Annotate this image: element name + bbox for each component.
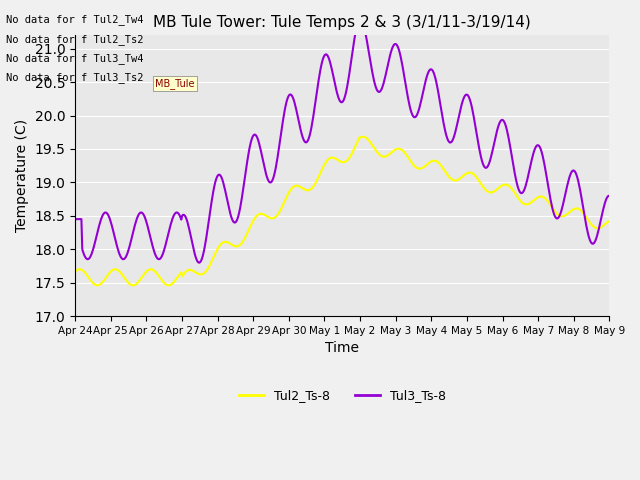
Title: MB Tule Tower: Tule Temps 2 & 3 (3/1/11-3/19/14): MB Tule Tower: Tule Temps 2 & 3 (3/1/11-… xyxy=(154,15,531,30)
Tul3_Ts-8 xyxy=(195,260,203,265)
Text: No data for f Tul3_Ts2: No data for f Tul3_Ts2 xyxy=(6,72,144,83)
Tul3_Ts-8 xyxy=(314,83,321,89)
Tul3_Ts-8 xyxy=(605,193,613,199)
Tul3_Ts-8 xyxy=(430,70,438,76)
Text: MB_Tule: MB_Tule xyxy=(156,78,195,89)
Tul2_Ts-8 xyxy=(476,178,483,184)
Tul2_Ts-8 xyxy=(71,269,79,275)
Tul2_Ts-8 xyxy=(430,158,438,164)
Tul2_Ts-8 xyxy=(167,282,175,288)
Text: No data for f Tul2_Tw4: No data for f Tul2_Tw4 xyxy=(6,14,144,25)
Tul3_Ts-8 xyxy=(388,47,396,52)
Tul3_Ts-8 xyxy=(166,226,173,231)
Tul3_Ts-8 xyxy=(476,145,483,151)
Tul2_Ts-8 xyxy=(360,134,367,140)
Line: Tul2_Ts-8: Tul2_Ts-8 xyxy=(75,137,609,285)
Text: No data for f Tul2_Ts2: No data for f Tul2_Ts2 xyxy=(6,34,144,45)
Text: No data for f Tul3_Tw4: No data for f Tul3_Tw4 xyxy=(6,53,144,64)
Tul2_Ts-8 xyxy=(93,282,101,288)
Tul3_Ts-8 xyxy=(209,188,217,194)
Tul3_Ts-8 xyxy=(71,216,79,222)
X-axis label: Time: Time xyxy=(325,341,359,355)
Y-axis label: Temperature (C): Temperature (C) xyxy=(15,119,29,232)
Tul2_Ts-8 xyxy=(209,254,217,260)
Tul2_Ts-8 xyxy=(314,176,321,181)
Tul2_Ts-8 xyxy=(605,218,613,224)
Tul3_Ts-8 xyxy=(356,13,364,19)
Tul2_Ts-8 xyxy=(388,149,396,155)
Line: Tul3_Ts-8: Tul3_Ts-8 xyxy=(75,16,609,263)
Legend: Tul2_Ts-8, Tul3_Ts-8: Tul2_Ts-8, Tul3_Ts-8 xyxy=(234,384,451,407)
